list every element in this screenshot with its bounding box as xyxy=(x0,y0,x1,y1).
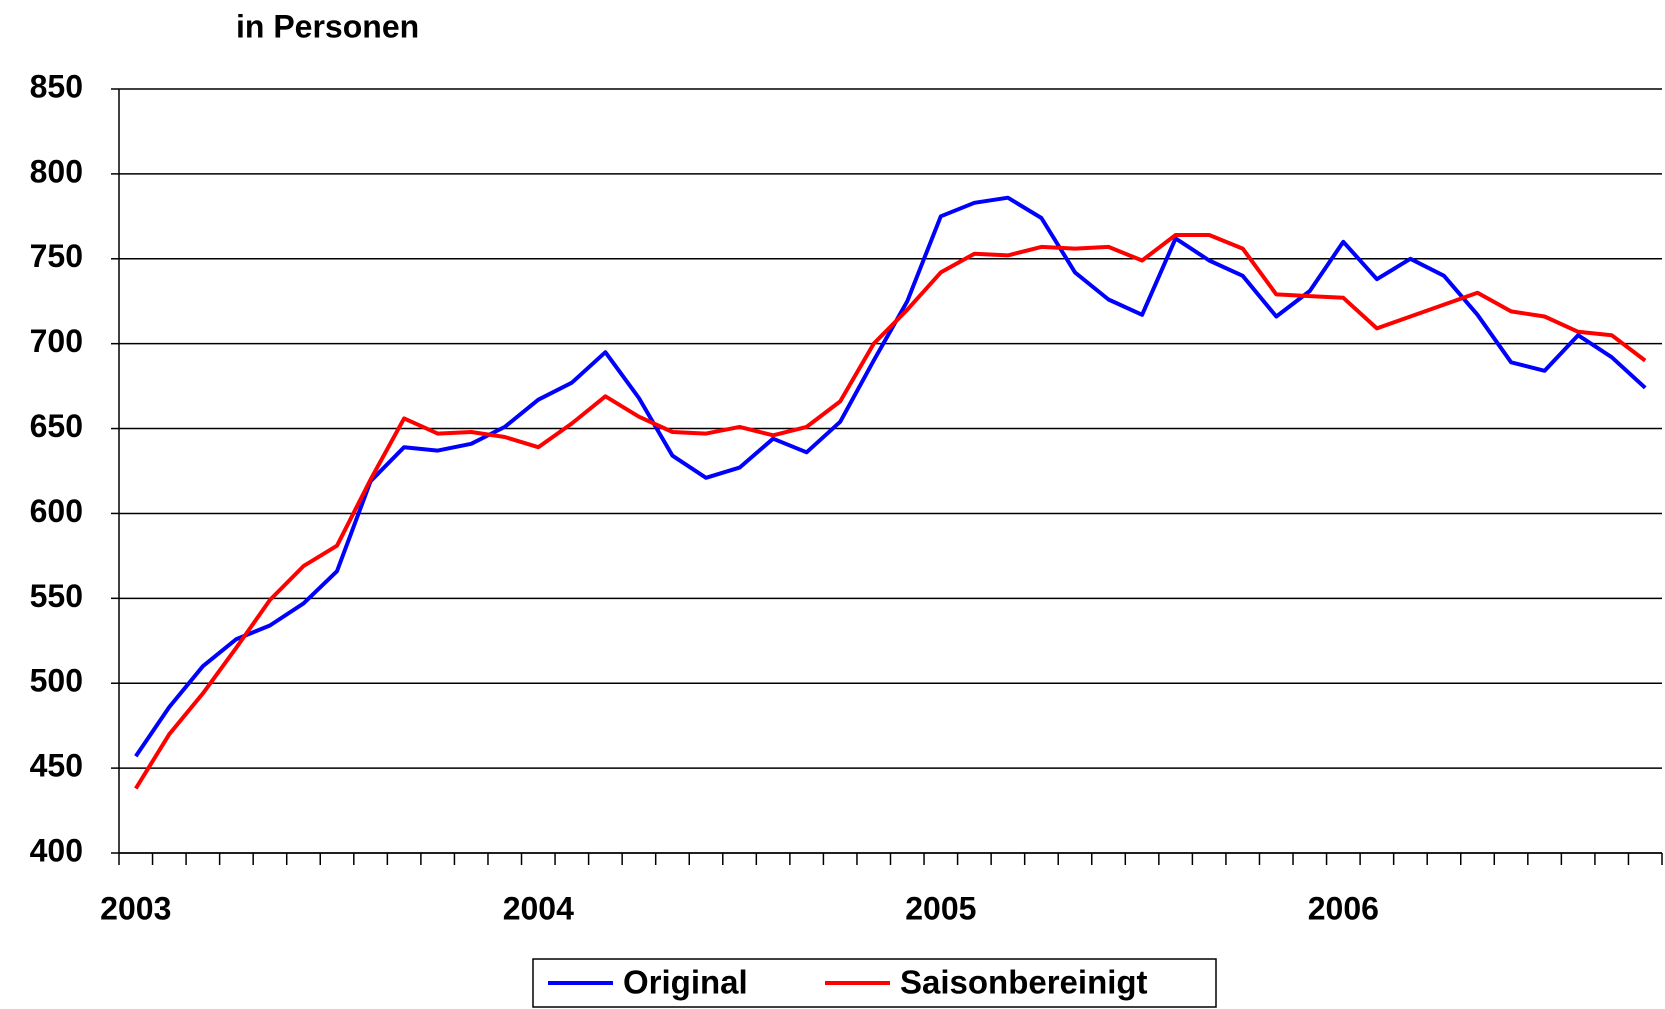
chart-title: in Personen xyxy=(236,8,419,44)
y-tick-label: 700 xyxy=(30,323,83,359)
y-tick-label: 550 xyxy=(30,578,83,614)
series-line xyxy=(134,233,1647,790)
x-tick-label: 2005 xyxy=(905,890,976,926)
y-tick-label: 600 xyxy=(30,493,83,529)
x-tick-label: 2003 xyxy=(100,890,171,926)
legend-box xyxy=(532,958,1217,1008)
y-tick-label: 650 xyxy=(30,408,83,444)
y-tick-label: 850 xyxy=(30,68,83,104)
x-tick-label: 2006 xyxy=(1308,890,1379,926)
legend-label: Saisonbereinigt xyxy=(900,964,1148,1001)
y-tick-label: 800 xyxy=(30,153,83,189)
legend-label: Original xyxy=(623,964,748,1001)
y-tick-label: 450 xyxy=(30,748,83,784)
x-tick-label: 2004 xyxy=(503,890,574,926)
series-line xyxy=(134,195,1647,758)
y-tick-label: 750 xyxy=(30,238,83,274)
y-tick-label: 500 xyxy=(30,663,83,699)
y-tick-label: 400 xyxy=(30,832,83,868)
